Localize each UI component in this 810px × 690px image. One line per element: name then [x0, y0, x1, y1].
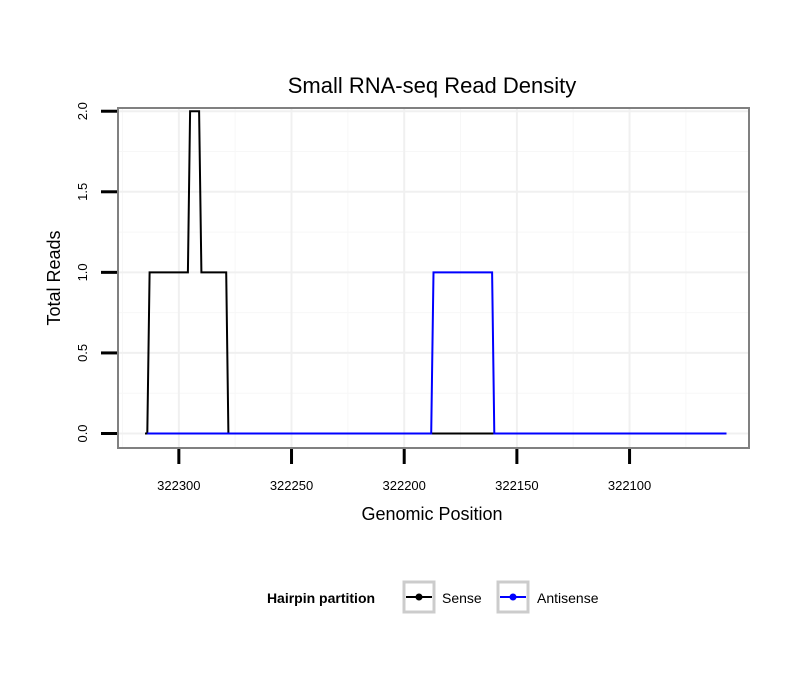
chart-title: Small RNA-seq Read Density [288, 73, 577, 98]
x-tick-label: 322150 [495, 478, 538, 493]
legend-label-antisense: Antisense [537, 590, 599, 606]
legend-label-sense: Sense [442, 590, 482, 606]
legend-key-point-antisense [509, 593, 517, 601]
legend-title: Hairpin partition [267, 590, 375, 606]
x-axis-ticks: 322300 322250 322200 322150 322100 [157, 449, 651, 493]
series-lines [145, 110, 727, 435]
y-axis-label: Total Reads [44, 230, 64, 325]
x-tick-label: 322250 [270, 478, 313, 493]
y-tick-label: 1.5 [75, 183, 90, 201]
series-line-antisense [147, 271, 727, 435]
x-axis-label: Genomic Position [361, 504, 502, 524]
legend-item-sense: Sense [402, 580, 482, 614]
y-axis-ticks: 0.0 0.5 1.0 1.5 2.0 [75, 102, 117, 443]
y-tick-label: 0.0 [75, 424, 90, 442]
plot-panel-border [117, 107, 750, 449]
x-tick-label: 322300 [157, 478, 200, 493]
x-tick-label: 322100 [608, 478, 651, 493]
y-tick-label: 2.0 [75, 102, 90, 120]
y-tick-label: 0.5 [75, 344, 90, 362]
series-line-sense [145, 110, 727, 435]
legend: Hairpin partition Sense Antisense [267, 580, 599, 614]
x-tick-label: 322200 [383, 478, 426, 493]
legend-key-box-sense [402, 580, 436, 614]
legend-key-box-antisense [496, 580, 530, 614]
legend-key-point-sense [415, 593, 423, 601]
legend-item-antisense: Antisense [496, 580, 599, 614]
y-tick-label: 1.0 [75, 263, 90, 281]
